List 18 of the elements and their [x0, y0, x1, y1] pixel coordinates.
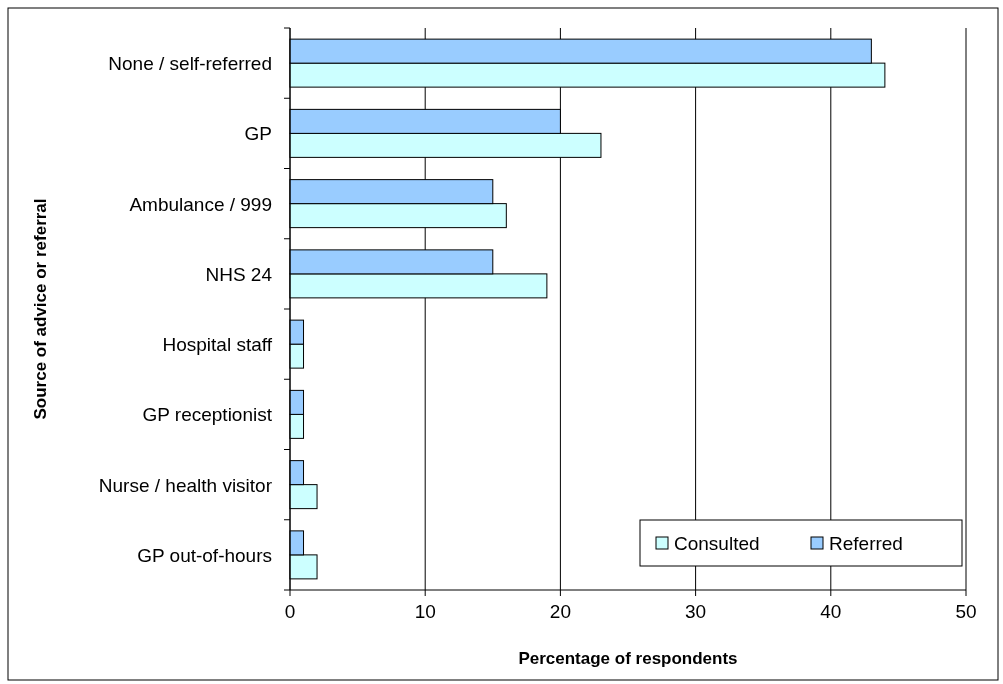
y-tick-label: None / self-referred — [108, 53, 272, 75]
y-tick-label: Hospital staff — [162, 334, 273, 356]
x-tick-label: 40 — [820, 601, 842, 622]
y-tick-label: Nurse / health visitor — [98, 474, 273, 496]
y-tick-label: GP — [244, 123, 272, 145]
y-tick-label: NHS 24 — [205, 263, 273, 285]
y-tick-label: GP out-of-hours — [137, 544, 272, 566]
x-tick-label: 30 — [685, 601, 707, 622]
x-axis-title: Percentage of respondents — [518, 649, 738, 668]
x-tick-label: 20 — [549, 601, 571, 622]
x-tick-label: 50 — [955, 601, 977, 622]
legend-label: Referred — [829, 533, 903, 554]
x-tick-label: 10 — [414, 601, 436, 622]
y-tick-label: Ambulance / 999 — [129, 193, 272, 215]
y-tick-label: GP receptionist — [142, 404, 273, 426]
legend-label: Consulted — [674, 533, 760, 554]
x-tick-label: 0 — [284, 601, 296, 622]
y-axis-title: Source of advice or referral — [31, 198, 50, 420]
